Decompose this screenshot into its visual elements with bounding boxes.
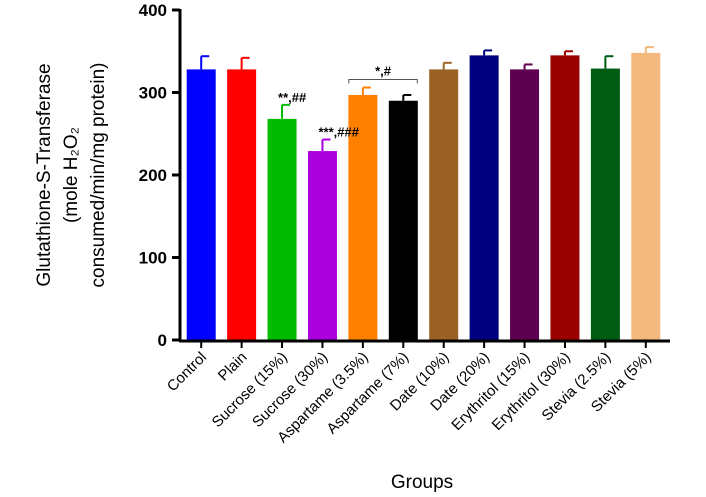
bar-11 (631, 52, 661, 341)
y-tick-label-4: 400 (139, 1, 167, 20)
y-tick-label-0: 0 (158, 331, 167, 350)
y-tick-label-3: 300 (139, 84, 167, 103)
y-axis-title-line-3: consumed/min/mg protein) (88, 63, 109, 288)
bar-7 (469, 55, 499, 340)
bar-4 (348, 94, 378, 340)
significance-bracket-2 (348, 79, 418, 84)
significance-label-1: ***,### (318, 125, 359, 140)
significance-label-2: *,# (375, 64, 392, 79)
x-tick-label-1: Plain (215, 349, 251, 385)
bar-10 (590, 68, 620, 340)
y-axis-title-line-2: (mole H₂O₂ (61, 127, 82, 223)
x-axis-title: Groups (391, 472, 453, 493)
bar-1 (227, 69, 257, 341)
bar-6 (429, 69, 459, 341)
bar-0 (186, 69, 216, 341)
y-axis-title: Glutathione-S-Transferase (mole H₂O₂ con… (34, 63, 109, 288)
y-axis-title-line-1: Glutathione-S-Transferase (34, 63, 55, 286)
bar-2 (267, 118, 297, 341)
y-tick-label-1: 100 (139, 249, 167, 268)
x-tick-label-0: Control (164, 349, 210, 395)
bar-5 (388, 100, 418, 340)
significance-label-0: **,## (278, 90, 307, 105)
bar-3 (307, 151, 337, 340)
y-tick-label-2: 200 (139, 166, 167, 185)
bar-9 (550, 55, 580, 340)
bar-8 (510, 69, 540, 341)
